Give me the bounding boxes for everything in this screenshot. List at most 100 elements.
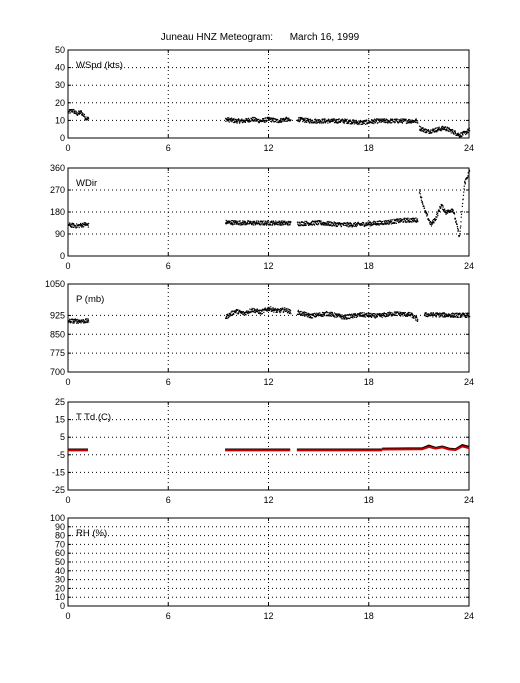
data-point — [257, 120, 259, 123]
data-point — [350, 123, 352, 125]
data-point — [358, 123, 360, 125]
data-point — [271, 118, 273, 120]
data-point — [452, 315, 455, 317]
data-point — [458, 133, 460, 135]
data-point — [288, 117, 290, 119]
data-point — [246, 221, 248, 223]
data-point — [303, 311, 306, 313]
data-point — [280, 223, 282, 225]
data-point — [388, 311, 390, 313]
data-point — [390, 223, 392, 225]
data-point — [230, 313, 232, 315]
data-point — [297, 120, 299, 122]
data-point — [286, 223, 289, 226]
data-point — [71, 108, 73, 111]
data-point — [368, 314, 370, 316]
data-point — [325, 223, 328, 225]
data-point — [387, 223, 389, 225]
data-point — [83, 319, 85, 322]
data-point — [323, 119, 326, 121]
data-point — [356, 224, 358, 226]
data-point — [370, 223, 372, 225]
data-point — [438, 210, 441, 212]
data-point — [280, 220, 282, 222]
data-point — [388, 219, 390, 221]
data-point — [78, 110, 80, 112]
data-point — [286, 120, 289, 122]
data-point — [395, 222, 397, 224]
data-point — [86, 224, 88, 226]
data-point — [354, 121, 356, 124]
data-point — [390, 118, 392, 121]
data-point — [388, 223, 390, 225]
data-point — [465, 314, 467, 317]
data-point — [303, 223, 306, 225]
data-point — [355, 314, 357, 316]
data-point — [227, 119, 229, 121]
data-point — [425, 313, 427, 315]
data-point — [274, 307, 276, 310]
data-point — [359, 224, 361, 226]
data-point — [301, 117, 303, 119]
data-point — [310, 222, 312, 224]
data-point — [447, 212, 449, 214]
data-point — [390, 122, 392, 124]
data-point — [455, 316, 457, 318]
data-point — [371, 315, 373, 317]
data-point — [426, 212, 428, 215]
data-point — [384, 222, 386, 224]
data-point — [418, 125, 421, 127]
x-tick-label: 0 — [65, 143, 70, 153]
data-point — [431, 314, 433, 316]
data-point — [78, 321, 81, 323]
data-point — [275, 311, 277, 313]
data-point — [276, 308, 278, 310]
data-point — [374, 316, 376, 318]
data-point — [235, 221, 237, 223]
data-point — [321, 311, 324, 314]
data-point — [334, 119, 336, 121]
data-point — [384, 223, 386, 225]
data-point — [227, 222, 229, 224]
data-point — [225, 117, 227, 119]
data-point — [75, 111, 77, 113]
data-point — [407, 122, 409, 124]
x-tick-label: 0 — [65, 611, 70, 621]
data-point — [448, 313, 451, 315]
data-point — [348, 224, 350, 226]
data-point — [430, 225, 433, 227]
data-point — [245, 224, 247, 226]
data-point — [238, 311, 240, 313]
data-point — [275, 223, 277, 225]
data-point — [456, 133, 458, 135]
data-point — [273, 221, 275, 223]
data-point — [244, 223, 246, 225]
data-point — [443, 128, 445, 130]
data-point — [380, 221, 382, 223]
data-point — [340, 315, 343, 317]
data-point — [380, 121, 382, 123]
data-point — [439, 312, 441, 314]
data-point — [375, 119, 377, 122]
data-point — [402, 219, 404, 221]
x-tick-label: 12 — [263, 611, 273, 621]
data-point — [301, 314, 303, 316]
data-point — [317, 313, 319, 315]
data-point — [337, 223, 339, 225]
data-point — [447, 210, 449, 212]
data-point — [462, 313, 464, 315]
data-point — [246, 222, 248, 225]
data-point — [342, 316, 344, 318]
data-point — [356, 223, 358, 225]
data-point — [374, 314, 376, 316]
data-point — [374, 313, 377, 315]
data-point — [452, 210, 454, 212]
data-point — [355, 224, 357, 226]
data-point — [265, 308, 267, 311]
data-point — [347, 223, 349, 225]
data-point — [70, 320, 72, 323]
data-point — [284, 223, 286, 226]
data-point — [389, 314, 391, 316]
data-point — [461, 205, 463, 208]
data-point — [316, 312, 318, 314]
